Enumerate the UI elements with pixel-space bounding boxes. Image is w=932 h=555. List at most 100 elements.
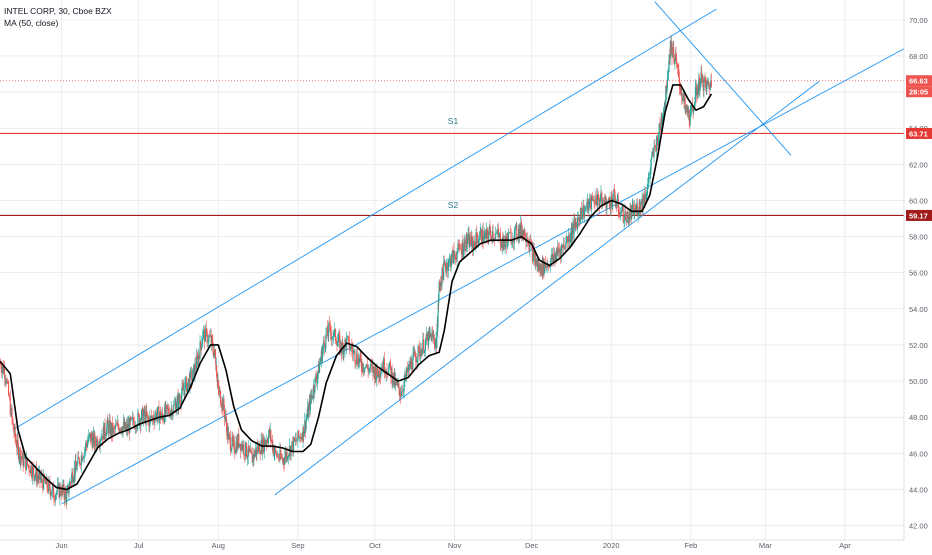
candle-body	[145, 410, 147, 424]
candle-body	[684, 97, 686, 102]
candle-body	[678, 78, 680, 87]
candle-body	[594, 203, 596, 205]
candle-body	[224, 410, 226, 419]
candle-body	[192, 368, 194, 377]
candle-body	[418, 345, 420, 348]
candle-body	[577, 218, 579, 219]
candle-body	[321, 350, 323, 362]
candle-body	[636, 205, 638, 208]
candle-body	[293, 437, 296, 442]
candle-body	[681, 92, 683, 98]
candle-body	[312, 396, 314, 398]
candle-body	[355, 362, 357, 364]
candle-body	[257, 444, 260, 452]
candle-body	[668, 54, 670, 69]
candle-body	[701, 71, 703, 79]
last-price-tag	[906, 75, 932, 87]
candle-body	[489, 226, 491, 230]
candle-body	[467, 234, 469, 241]
candle-body	[223, 399, 225, 411]
candle-body	[183, 389, 185, 395]
candle-body	[408, 363, 410, 368]
candle-body	[406, 367, 408, 377]
x-tick-label: Nov	[448, 541, 462, 550]
candle-body	[705, 82, 707, 84]
candle-body	[49, 490, 52, 497]
candle-body	[233, 440, 235, 453]
candle-body	[4, 378, 6, 379]
candle-body	[81, 455, 83, 461]
candle-body	[10, 407, 12, 415]
candle-body	[569, 239, 571, 243]
candle-body	[153, 420, 155, 423]
candle-body	[1, 368, 3, 373]
candle-body	[497, 230, 499, 234]
candle-body	[267, 435, 270, 443]
candle-body	[92, 436, 94, 448]
candle-body	[522, 230, 524, 238]
candle-body	[71, 472, 74, 483]
candle-body	[415, 356, 417, 363]
candle-body	[514, 226, 516, 230]
candle-body	[615, 205, 617, 207]
candle-body	[513, 239, 515, 243]
candle-body	[306, 416, 308, 419]
candle-body	[316, 376, 318, 383]
candle-body	[567, 235, 569, 243]
candle-body	[519, 225, 521, 234]
candle-body	[505, 236, 507, 242]
candle-body	[22, 452, 24, 467]
candle-body	[228, 434, 230, 435]
candle-body	[337, 342, 339, 346]
candle-body	[353, 350, 355, 354]
candle-body	[308, 400, 310, 406]
candle-body	[277, 455, 279, 459]
candle-body	[49, 482, 51, 491]
candle-body	[218, 387, 220, 393]
candle-body	[323, 340, 325, 347]
candle-body	[27, 464, 29, 466]
candle-body	[80, 455, 82, 466]
candle-body	[570, 228, 572, 238]
candle-body	[313, 391, 316, 393]
candle-body	[447, 266, 449, 272]
candle-body	[154, 416, 156, 423]
candle-body	[571, 228, 573, 239]
candle-body	[286, 451, 288, 460]
candle-body	[226, 426, 228, 436]
candle-body	[275, 451, 278, 457]
candle-body	[23, 458, 25, 467]
candle-body	[79, 464, 82, 466]
candle-body	[610, 196, 613, 199]
y-tick-label: 48.00	[909, 413, 928, 422]
candle-body	[251, 454, 253, 463]
candle-body	[485, 233, 487, 239]
candle-body	[447, 263, 449, 272]
candle-body	[539, 264, 542, 271]
candle-body	[144, 412, 147, 424]
candle-body	[538, 263, 540, 272]
candle-body	[400, 391, 403, 397]
candle-body	[597, 194, 599, 195]
candle-body	[684, 97, 686, 107]
candle-body	[500, 246, 502, 248]
candle-body	[424, 340, 427, 351]
candle-body	[706, 81, 708, 92]
candle-body	[681, 97, 683, 102]
candle-body	[630, 211, 632, 219]
candle-body	[677, 63, 679, 69]
candle-body	[405, 373, 407, 377]
candle-body	[478, 238, 480, 241]
x-tick-label: Aug	[212, 541, 225, 550]
candle-body	[271, 440, 274, 451]
candle-body	[108, 423, 110, 433]
candle-body	[466, 240, 468, 245]
candle-body	[539, 265, 541, 271]
candle-body	[544, 262, 546, 268]
candle-body	[388, 361, 391, 368]
candle-body	[1, 369, 3, 373]
candle-body	[127, 423, 129, 431]
candle-body	[143, 408, 145, 416]
candle-body	[528, 242, 530, 251]
